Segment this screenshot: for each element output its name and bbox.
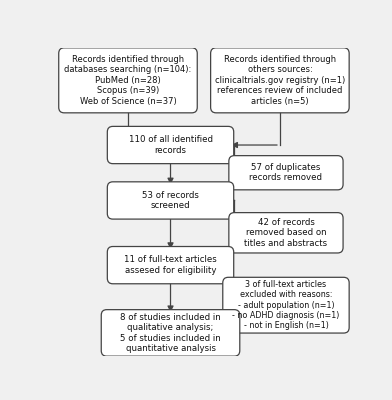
Text: 8 of studies included in
qualitative analysis;
5 of studies included in
quantita: 8 of studies included in qualitative ana… — [120, 313, 221, 353]
Text: Records identified through
others sources:
clinicaltrials.gov registry (n=1)
ref: Records identified through others source… — [215, 55, 345, 106]
FancyBboxPatch shape — [107, 246, 234, 284]
FancyBboxPatch shape — [229, 213, 343, 253]
FancyBboxPatch shape — [223, 277, 349, 333]
FancyBboxPatch shape — [229, 156, 343, 190]
FancyBboxPatch shape — [211, 48, 349, 113]
Text: 11 of full-text articles
assesed for eligibility: 11 of full-text articles assesed for eli… — [124, 256, 217, 275]
FancyBboxPatch shape — [101, 310, 240, 356]
Text: 42 of records
removed based on
titles and abstracts: 42 of records removed based on titles an… — [244, 218, 328, 248]
Text: Records identified through
databases searching (n=104):
PubMed (n=28)
Scopus (n=: Records identified through databases sea… — [64, 55, 192, 106]
Text: 57 of duplicates
records removed: 57 of duplicates records removed — [249, 163, 323, 182]
Text: 53 of records
screened: 53 of records screened — [142, 191, 199, 210]
Text: 3 of full-text articles
excluded with reasons:
- adult population (n=1)
- no ADH: 3 of full-text articles excluded with re… — [232, 280, 339, 330]
FancyBboxPatch shape — [107, 126, 234, 164]
FancyBboxPatch shape — [107, 182, 234, 219]
Text: 110 of all identified
records: 110 of all identified records — [129, 135, 212, 155]
FancyBboxPatch shape — [59, 48, 197, 113]
